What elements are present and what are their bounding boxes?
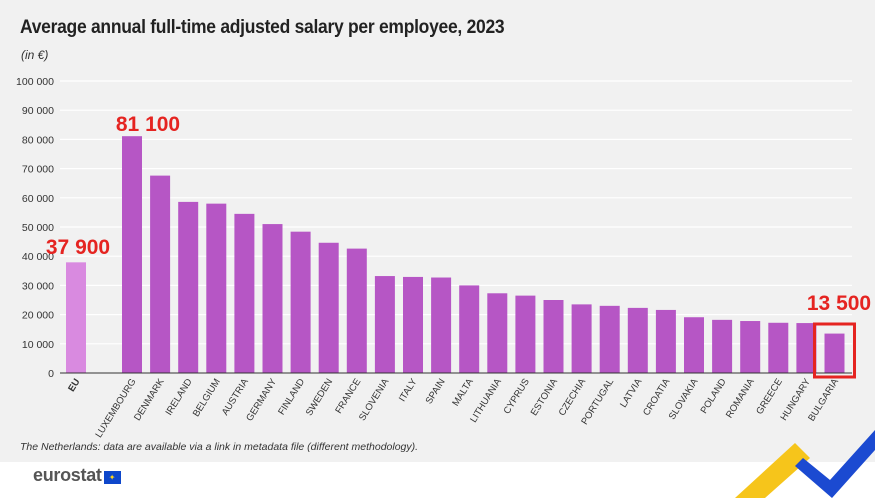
bar-finland [290,231,311,373]
logo-text: eurostat [33,465,102,485]
bar-chart: 0 10 000 20 000 30 000 40 000 50 000 60 000 70 … [16,76,871,440]
y-tick-label: 70 000 [22,164,54,176]
annotations: 37 900 81 100 13 500 [46,113,871,379]
y-tick-label: 30 000 [22,280,54,292]
y-tick-label: 100 000 [16,76,54,88]
x-tick-label: ROMANIA [724,376,757,420]
bar-sweden [318,242,339,373]
annotation-eu-value: 37 900 [46,236,110,259]
bar-estonia [543,300,564,373]
x-tick-label: MALTA [450,376,476,408]
bar-denmark [150,175,171,373]
y-tick-label: 50 000 [22,222,54,234]
bar-romania [740,321,761,373]
bar-latvia [627,307,648,373]
chart-panel [0,0,875,462]
bar-cyprus [515,295,536,373]
bar-spain [431,277,452,373]
y-tick-label: 10 000 [22,339,54,351]
x-tick-label: FRANCE [333,377,363,416]
y-axis-ticks: 0 10 000 20 000 30 000 40 000 50 000 60 000 70 … [16,76,54,380]
x-tick-label: LATVIA [618,376,645,410]
bar-croatia [655,309,676,373]
bar-greece [768,322,789,373]
annotation-min-value: 13 500 [807,292,871,315]
x-tick-label: FINLAND [276,377,307,417]
bar-poland [712,319,733,373]
bar-czechia [571,304,592,373]
x-tick-label: CYPRUS [502,377,532,416]
blue-stripe [795,430,875,498]
bar-eu [66,262,86,373]
bar-austria [234,213,255,373]
x-tick-label: CROATIA [641,376,673,418]
bar-slovakia [684,317,704,373]
chart-title: Average annual full-time adjusted salary… [20,17,505,38]
bar-hungary [796,323,817,373]
bar-italy [403,276,423,373]
bar-luxembourg [122,136,142,373]
y-tick-label: 0 [48,368,54,380]
bar-bulgaria [824,333,845,373]
eu-flag-icon: ✦ [103,470,121,484]
x-tick-label: ITALY [397,376,420,404]
y-tick-label: 90 000 [22,105,54,117]
y-tick-label: 80 000 [22,134,54,146]
footnote: The Netherlands: data are available via … [20,441,419,453]
x-tick-label: SWEDEN [304,377,335,418]
x-tick-label: AUSTRIA [220,376,251,417]
x-tick-label: GREECE [754,377,785,417]
bar-france [346,248,367,373]
bar-germany [262,224,283,373]
bar-malta [459,285,480,373]
x-tick-label: LUXEMBOURG [93,377,138,440]
bar-ireland [178,201,199,373]
x-tick-label: SPAIN [424,377,448,407]
x-tick-label: ESTONIA [529,376,561,418]
x-tick-label: EU [66,377,82,394]
y-tick-label: 20 000 [22,310,54,322]
bar-portugal [599,305,620,373]
eurostat-logo: eurostat ✦ [33,465,121,486]
corner-decoration [735,430,875,498]
yellow-stripe [735,443,810,498]
x-tick-label: CZECHIA [557,376,589,418]
bar-belgium [206,203,227,373]
y-tick-label: 40 000 [22,251,54,263]
x-tick-label: BELGIUM [191,377,223,419]
x-axis-labels: EU LUXEMBOURGDENMARKIRELANDBELGIUMAUSTRIA… [66,376,841,440]
highlight-box-bulgaria [813,322,856,379]
annotation-max-value: 81 100 [116,113,180,136]
y-tick-label: 60 000 [22,193,54,205]
unit-label: (in €) [21,48,49,62]
bars [66,136,845,373]
x-tick-label: POLAND [699,377,729,416]
bar-lithuania [487,293,508,373]
bar-slovenia [374,276,395,373]
x-tick-label: IRELAND [164,377,195,418]
